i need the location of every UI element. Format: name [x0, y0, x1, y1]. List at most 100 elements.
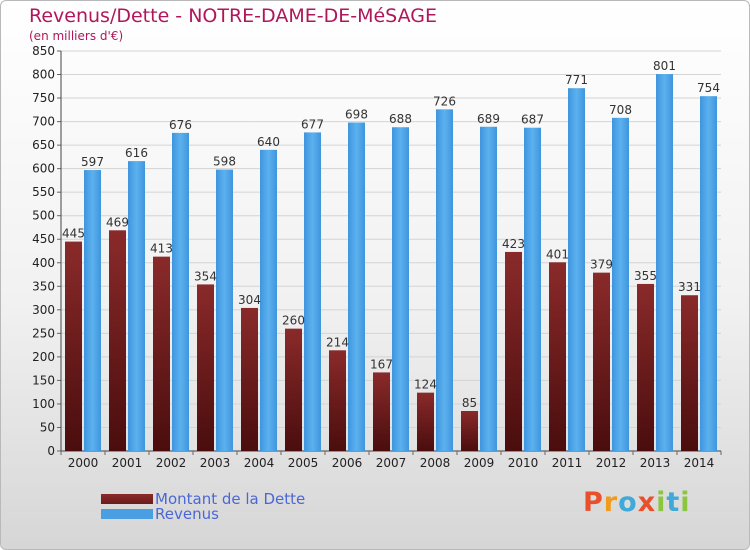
legend-swatch-revenue [101, 508, 153, 519]
data-label-revenue: 726 [433, 94, 456, 108]
bar-debt [241, 307, 258, 451]
bar-revenue [172, 132, 189, 451]
x-tick-label: 2011 [552, 456, 583, 470]
y-tick-label: 300 [32, 303, 55, 317]
data-label-debt: 85 [462, 396, 477, 410]
y-tick-label: 600 [32, 162, 55, 176]
x-tick-label: 2004 [244, 456, 275, 470]
data-label-revenue: 598 [213, 155, 236, 169]
x-tick-label: 2001 [112, 456, 143, 470]
bar-revenue [480, 126, 497, 451]
x-tick-label: 2002 [156, 456, 187, 470]
data-label-debt: 445 [62, 227, 85, 241]
x-tick-label: 2013 [640, 456, 671, 470]
x-tick-label: 2014 [684, 456, 715, 470]
data-label-debt: 355 [634, 269, 657, 283]
data-label-revenue: 640 [257, 135, 280, 149]
bar-debt [461, 411, 478, 451]
bar-debt [593, 272, 610, 451]
proxiti-logo: Proxiti [583, 487, 691, 518]
bar-debt [417, 392, 434, 451]
y-tick-label: 450 [32, 232, 55, 246]
bar-debt [197, 284, 214, 451]
logo-letter: o [618, 487, 638, 518]
data-label-revenue: 801 [653, 59, 676, 73]
bar-debt [373, 372, 390, 451]
chart-subtitle: (en milliers d'€) [29, 29, 124, 43]
legend-label-debt: Montant de la Dette [155, 489, 306, 508]
bar-revenue [260, 149, 277, 451]
bar-revenue [304, 132, 321, 452]
data-label-debt: 354 [194, 269, 217, 283]
bar-revenue [568, 88, 585, 452]
logo-letter: r [603, 487, 619, 518]
y-tick-label: 850 [32, 44, 55, 58]
y-tick-label: 650 [32, 138, 55, 152]
y-tick-label: 250 [32, 326, 55, 340]
legend-label-revenue: Revenus [155, 504, 219, 523]
logo-letter: x [637, 487, 657, 518]
x-tick-label: 2006 [332, 456, 363, 470]
bar-debt [285, 328, 302, 451]
x-tick-label: 2012 [596, 456, 627, 470]
chart-title: Revenus/Dette - NOTRE-DAME-DE-MéSAGE [29, 5, 437, 27]
data-label-revenue: 688 [389, 112, 412, 126]
y-tick-label: 200 [32, 350, 55, 364]
data-label-revenue: 689 [477, 112, 500, 126]
x-tick-label: 2003 [200, 456, 231, 470]
y-tick-label: 700 [32, 115, 55, 129]
data-label-revenue: 597 [81, 155, 104, 169]
y-tick-label: 800 [32, 68, 55, 82]
bar-debt [109, 230, 126, 451]
bar-revenue [216, 169, 233, 451]
y-tick-label: 150 [32, 373, 55, 387]
bar-revenue [84, 170, 101, 451]
logo-letter: i [656, 487, 667, 518]
data-label-debt: 413 [150, 242, 173, 256]
y-tick-label: 0 [47, 444, 55, 458]
y-tick-label: 350 [32, 279, 55, 293]
bar-debt [549, 262, 566, 451]
bar-debt [153, 256, 170, 451]
bar-revenue [392, 127, 409, 451]
y-tick-label: 400 [32, 256, 55, 270]
x-tick-label: 2007 [376, 456, 407, 470]
data-label-debt: 260 [282, 314, 305, 328]
data-label-debt: 401 [546, 247, 569, 261]
bar-debt [681, 295, 698, 451]
bar-revenue [128, 161, 145, 451]
y-tick-label: 550 [32, 185, 55, 199]
data-label-debt: 167 [370, 357, 393, 371]
x-tick-label: 2009 [464, 456, 495, 470]
data-label-debt: 304 [238, 293, 261, 307]
data-label-debt: 469 [106, 215, 129, 229]
data-label-revenue: 754 [697, 81, 720, 95]
data-label-debt: 379 [590, 258, 613, 272]
y-tick-label: 750 [32, 91, 55, 105]
logo-letter: i [680, 487, 691, 518]
bar-revenue [700, 96, 717, 452]
bar-revenue [348, 122, 365, 451]
x-tick-label: 2010 [508, 456, 539, 470]
logo-letter: t [666, 487, 681, 518]
bar-debt [505, 251, 522, 451]
x-tick-label: 2008 [420, 456, 451, 470]
data-label-debt: 423 [502, 237, 525, 251]
data-label-revenue: 676 [169, 118, 192, 132]
legend-swatch-debt [101, 493, 153, 504]
bar-revenue [656, 74, 673, 451]
y-tick-label: 50 [40, 420, 55, 434]
bar-revenue [436, 109, 453, 452]
bar-revenue [524, 127, 541, 452]
data-label-revenue: 698 [345, 108, 368, 122]
legend-item-revenue: Revenus [101, 503, 219, 523]
data-label-revenue: 771 [565, 73, 588, 87]
x-tick-label: 2000 [68, 456, 99, 470]
bar-debt [637, 283, 654, 451]
legend-item-debt: Montant de la Dette [101, 488, 305, 508]
data-label-revenue: 616 [125, 146, 148, 160]
data-label-debt: 214 [326, 335, 349, 349]
x-tick-label: 2005 [288, 456, 319, 470]
